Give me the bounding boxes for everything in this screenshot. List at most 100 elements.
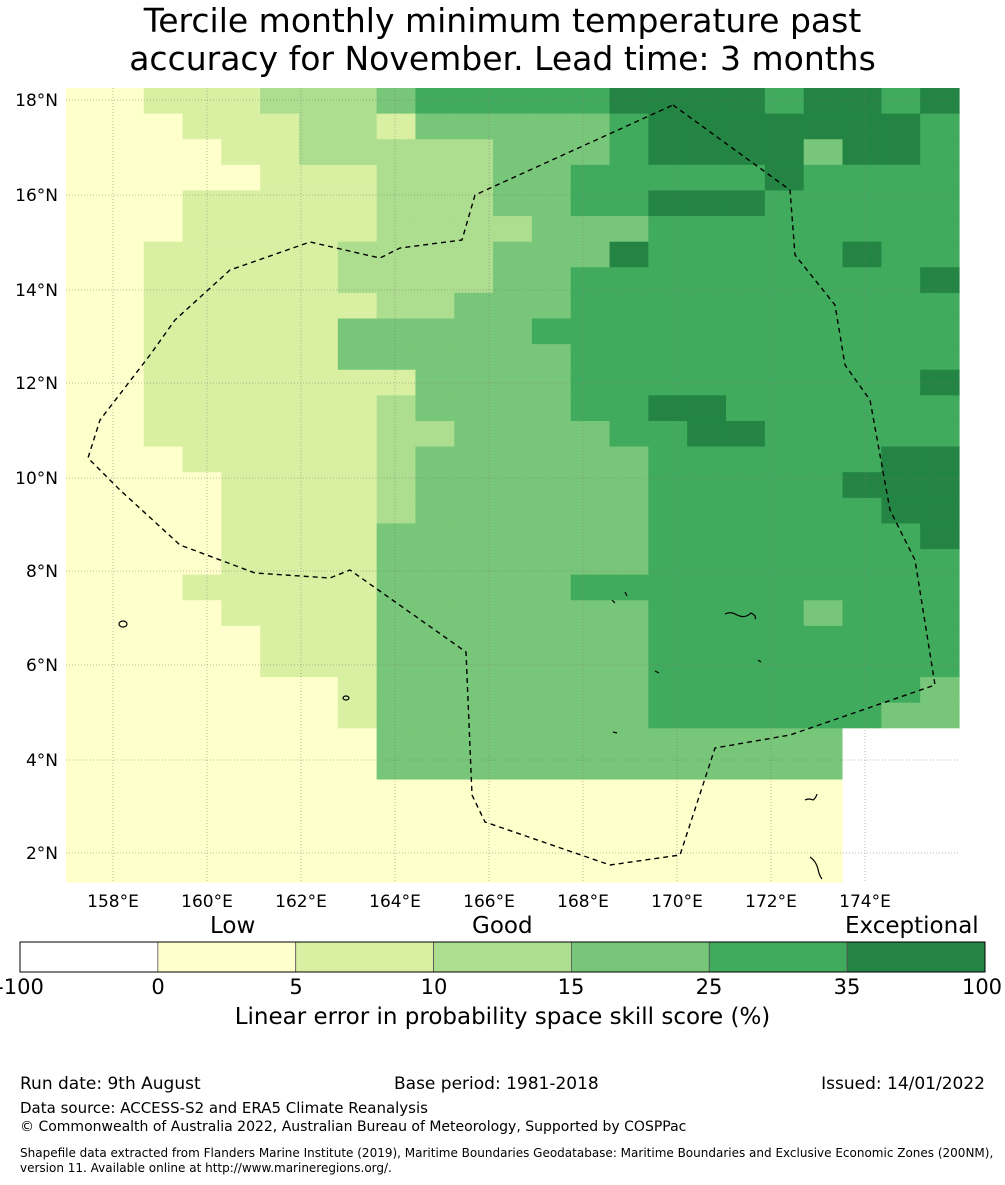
grid-cell — [726, 472, 766, 499]
grid-cell — [66, 88, 106, 115]
grid-cell — [376, 779, 417, 806]
grid-cell — [298, 677, 339, 704]
grid-cell — [493, 420, 533, 448]
grid-cell — [609, 549, 649, 576]
grid-cell — [221, 472, 261, 499]
latitude-label: 12°N — [15, 374, 58, 394]
grid-cell — [376, 164, 417, 192]
grid-cell — [376, 856, 417, 883]
grid-cell — [570, 190, 611, 217]
grid-cell — [648, 395, 688, 422]
grid-cell — [221, 190, 261, 217]
grid-cell — [764, 344, 805, 371]
grid-cell — [687, 625, 727, 653]
grid-cell — [415, 651, 455, 678]
grid-cell — [104, 267, 145, 294]
run-date: Run date: 9th August — [20, 1074, 201, 1094]
grid-cell — [687, 420, 727, 448]
grid-cell — [376, 677, 417, 704]
grid-cell — [648, 164, 688, 192]
grid-cell — [66, 216, 106, 243]
grid-cell — [920, 216, 960, 243]
longitude-label: 158°E — [87, 892, 139, 912]
grid-cell — [764, 216, 805, 243]
grid-cell — [454, 420, 494, 448]
colorbar-tick: 35 — [833, 975, 861, 999]
grid-cell — [920, 139, 960, 166]
islands — [118, 591, 823, 880]
grid-cell — [881, 651, 921, 678]
grid-cell — [803, 523, 844, 550]
grid-cell — [920, 292, 960, 320]
grid-cell — [570, 164, 611, 192]
grid-cell — [493, 702, 533, 729]
grid-cell — [415, 216, 455, 243]
grid-cell — [920, 420, 960, 448]
grid-cell — [803, 779, 844, 806]
grid-cell — [337, 113, 378, 140]
copyright: © Commonwealth of Australia 2022, Austra… — [20, 1119, 687, 1135]
grid-cell — [66, 395, 106, 422]
grid-cell — [376, 318, 417, 345]
grid-cell — [842, 651, 882, 678]
grid-cell — [803, 241, 844, 268]
grid-cell — [260, 549, 300, 576]
grid-cell — [454, 574, 494, 601]
grid-cell — [260, 523, 300, 550]
grid-cell — [66, 779, 106, 806]
grid-cell — [920, 523, 960, 550]
grid-cell — [764, 318, 805, 345]
grid-cell — [570, 446, 611, 473]
grid-cell — [570, 702, 611, 729]
grid-cell — [803, 292, 844, 320]
grid-cell — [337, 702, 378, 729]
grid-cell — [726, 574, 766, 601]
grid-cell — [881, 702, 921, 729]
grid-cell — [182, 420, 222, 448]
grid-cell — [298, 549, 339, 576]
grid-cell — [221, 139, 261, 166]
grid-cell — [415, 344, 455, 371]
grid-cell — [66, 600, 106, 627]
grid-cell — [803, 472, 844, 499]
grid-cell — [803, 830, 844, 857]
grid-cell — [182, 216, 222, 243]
grid-cell — [337, 292, 378, 320]
grid-cell — [687, 523, 727, 550]
grid-cell — [66, 292, 106, 320]
grid-cell — [726, 190, 766, 217]
grid-cell — [687, 241, 727, 268]
grid-cell — [803, 267, 844, 294]
grid-cell — [531, 728, 572, 755]
grid-cell — [570, 805, 611, 832]
grid-cell — [182, 600, 222, 627]
grid-cell — [764, 113, 805, 140]
grid-cell — [337, 497, 378, 525]
grid-cell — [726, 318, 766, 345]
base-period: Base period: 1981-2018 — [394, 1074, 599, 1094]
grid-cell — [182, 625, 222, 653]
colorbar-swatch — [708, 941, 848, 973]
grid-cell — [260, 446, 300, 473]
grid-cell — [104, 318, 145, 345]
grid-cell — [66, 856, 106, 883]
grid-cell — [493, 625, 533, 653]
grid-cell — [920, 651, 960, 678]
grid-cell — [104, 420, 145, 448]
grid-cell — [648, 728, 688, 755]
grid-cell — [143, 139, 184, 166]
grid-cell — [609, 88, 649, 115]
grid-cell — [531, 113, 572, 140]
grid-cell — [298, 856, 339, 883]
grid-cell — [920, 395, 960, 422]
colorbar-label-good: Good — [472, 913, 533, 939]
grid-cell — [609, 805, 649, 832]
grid-cell — [842, 625, 882, 653]
grid-cell — [66, 318, 106, 345]
grid-cell — [842, 139, 882, 166]
grid-cell — [531, 395, 572, 422]
grid-cell — [298, 574, 339, 601]
grid-cell — [104, 677, 145, 704]
grid-cell — [764, 600, 805, 627]
grid-cell — [143, 677, 184, 704]
